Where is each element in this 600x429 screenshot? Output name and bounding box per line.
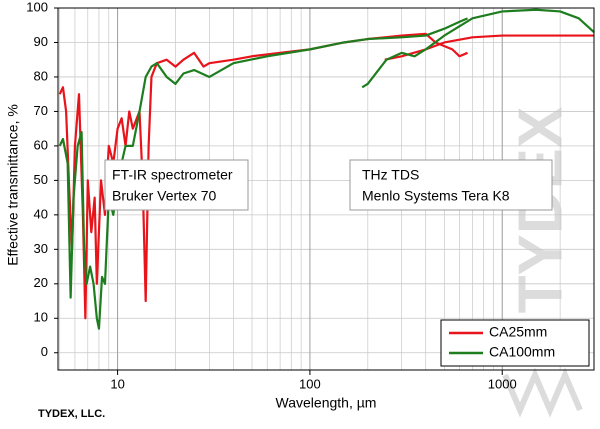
annotation: Bruker Vertex 70 bbox=[112, 188, 216, 204]
y-tick-label: 100 bbox=[26, 0, 48, 14]
logo-w bbox=[502, 367, 583, 418]
annotation-box bbox=[349, 159, 553, 211]
y-axis-label: Effective transmittance, % bbox=[5, 104, 21, 266]
watermark-logo bbox=[502, 367, 583, 418]
x-tick-label: 10 bbox=[110, 376, 124, 391]
x-tick-label: 1000 bbox=[488, 376, 517, 391]
x-tick-label: 100 bbox=[299, 376, 321, 391]
y-tick-label: 60 bbox=[34, 137, 48, 152]
y-tick-label: 80 bbox=[34, 68, 48, 83]
y-tick-label: 30 bbox=[34, 241, 48, 256]
legend-box bbox=[440, 319, 590, 367]
annotation: Menlo Systems Tera K8 bbox=[362, 188, 510, 204]
y-tick-label: 70 bbox=[34, 103, 48, 118]
legend-label: CA25mm bbox=[489, 324, 547, 340]
x-axis-label: Wavelength, µm bbox=[276, 395, 377, 411]
annotation: FT-IR spectrometer bbox=[112, 167, 233, 183]
annotation-box bbox=[104, 159, 249, 211]
y-tick-label: 40 bbox=[34, 206, 48, 221]
y-tick-label: 90 bbox=[34, 34, 48, 49]
legend-label: CA100mm bbox=[489, 344, 555, 360]
plot-frame bbox=[57, 7, 595, 371]
annotation: THz TDS bbox=[362, 167, 419, 183]
y-tick-label: 50 bbox=[34, 172, 48, 187]
series-line bbox=[58, 8, 595, 330]
footer: TYDEX, LLC. bbox=[38, 408, 105, 420]
y-tick-label: 10 bbox=[34, 310, 48, 325]
y-tick-label: 0 bbox=[41, 344, 48, 359]
y-tick-label: 20 bbox=[34, 275, 48, 290]
